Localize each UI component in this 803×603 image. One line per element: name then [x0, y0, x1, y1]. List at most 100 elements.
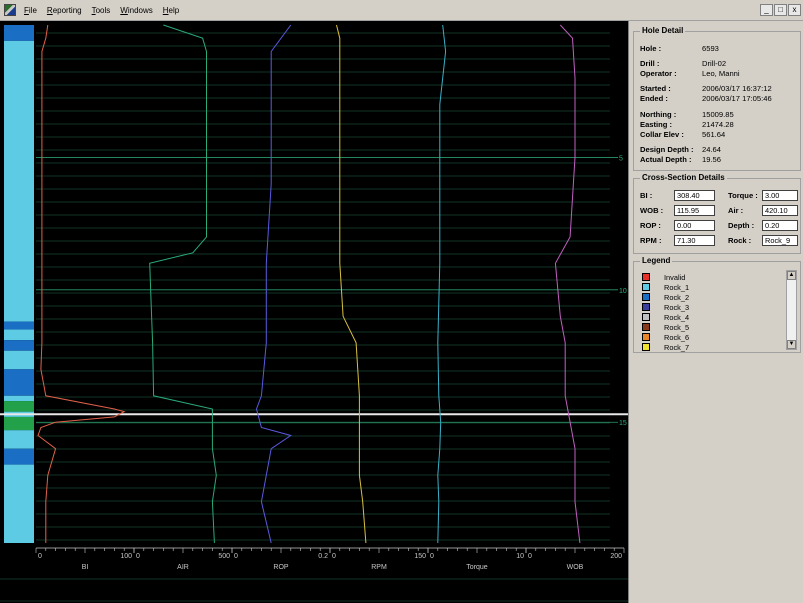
- bi-label: BI :: [640, 191, 653, 200]
- axis-min-label: 0: [528, 553, 532, 560]
- legend-swatch: [642, 303, 650, 311]
- track-curve-rop: [255, 24, 292, 544]
- axis-title: AIR: [177, 564, 189, 571]
- design-depth-value: 24.64: [702, 145, 722, 154]
- hole-detail-group: Hole Detail Hole : 6593 Drill : Drill-02 O…: [633, 26, 801, 171]
- rock-label: Rock :: [728, 236, 752, 245]
- depth-label: Depth :: [728, 221, 755, 230]
- legend-scrollbar[interactable]: ▲ ▼: [786, 270, 797, 350]
- actual-depth-label: Actual Depth :: [640, 155, 692, 164]
- legend-item[interactable]: Rock_5: [642, 322, 792, 332]
- axis-max-label: 100: [120, 553, 132, 560]
- minimize-button[interactable]: _: [760, 4, 773, 16]
- axis-min-label: 0: [234, 553, 238, 560]
- cross-section-title: Cross-Section Details: [640, 173, 727, 182]
- rpm-label: RPM :: [640, 236, 662, 245]
- rock-segment: [4, 416, 34, 431]
- easting-value: 21474.28: [702, 120, 734, 129]
- axis-min-label: 0: [332, 553, 336, 560]
- design-depth-label: Design Depth :: [640, 145, 694, 154]
- hole-label: Hole :: [640, 44, 662, 53]
- rpm-field[interactable]: 71.30: [674, 235, 715, 246]
- legend-label: Rock_1: [664, 282, 690, 292]
- torque-field[interactable]: 3.00: [762, 190, 798, 201]
- ended-value: 2006/03/17 17:05:46: [702, 94, 772, 103]
- legend-item[interactable]: Rock_2: [642, 292, 792, 302]
- collar-elev-label: Collar Elev :: [640, 130, 684, 139]
- wob-field[interactable]: 115.95: [674, 205, 715, 216]
- scroll-up-icon[interactable]: ▲: [787, 271, 796, 280]
- rock-segment: [4, 464, 34, 543]
- axis-min-label: 0: [136, 553, 140, 560]
- menu-tools[interactable]: Tools: [91, 5, 111, 15]
- restore-button[interactable]: □: [774, 4, 787, 16]
- legend-label: Rock_7: [664, 342, 690, 352]
- started-value: 2006/03/17 16:37:12: [702, 84, 772, 93]
- track-curve-wob: [554, 24, 581, 544]
- axis-title: RPM: [371, 564, 387, 571]
- legend-item[interactable]: Rock_1: [642, 282, 792, 292]
- legend-item[interactable]: Rock_6: [642, 332, 792, 342]
- legend-swatch: [642, 313, 650, 321]
- menu-help[interactable]: Help: [162, 5, 180, 15]
- legend-swatch: [642, 323, 650, 331]
- legend-swatch: [642, 283, 650, 291]
- drill-label: Drill :: [640, 59, 660, 68]
- rop-field[interactable]: 0.00: [674, 220, 715, 231]
- drill-value: Drill-02: [702, 59, 727, 68]
- detail-panel: Hole Detail Hole : 6593 Drill : Drill-02 O…: [628, 21, 803, 603]
- axis-max-label: 0.2: [318, 553, 328, 560]
- track-curve-rpm: [336, 24, 367, 544]
- easting-label: Easting :: [640, 120, 673, 129]
- operator-label: Operator :: [640, 69, 677, 78]
- track-curve-air: [149, 24, 217, 544]
- rock-segment: [4, 448, 34, 465]
- axis-title: BI: [82, 564, 89, 571]
- rock-field[interactable]: Rock_9: [762, 235, 798, 246]
- legend-label: Rock_5: [664, 322, 690, 332]
- rock-segment: [4, 350, 34, 370]
- rock-segment: [4, 25, 34, 41]
- legend-label: Invalid: [664, 272, 686, 282]
- rock-segment: [4, 430, 34, 449]
- legend-swatch: [642, 273, 650, 281]
- menu-reporting[interactable]: Reporting: [46, 5, 82, 15]
- rock-segment: [4, 40, 34, 322]
- legend-item[interactable]: Rock_7: [642, 342, 792, 352]
- close-button[interactable]: x: [788, 4, 801, 16]
- legend-list[interactable]: Invalid Rock_1 Rock_2 Rock_3 Rock_4 Rock_5 Roc…: [642, 272, 792, 352]
- legend-swatch: [642, 343, 650, 351]
- legend-swatch: [642, 333, 650, 341]
- bi-field[interactable]: 308.40: [674, 190, 715, 201]
- legend-label: Rock_4: [664, 312, 690, 322]
- rock-segment: [4, 329, 34, 341]
- legend-item[interactable]: Invalid: [642, 272, 792, 282]
- depth-marker-label: 15: [619, 420, 627, 427]
- air-label: Air :: [728, 206, 744, 215]
- legend-item[interactable]: Rock_4: [642, 312, 792, 322]
- collar-elev-value: 561.64: [702, 130, 726, 139]
- hole-detail-title: Hole Detail: [640, 26, 686, 35]
- depth-field[interactable]: 0.20: [762, 220, 798, 231]
- drill-log-plot[interactable]: 5 10 15 0 100 BI 0 500 AIR 0 0.2 ROP 0 150 RPM 0 10 Torqu…: [0, 21, 628, 603]
- legend-label: Rock_2: [664, 292, 690, 302]
- rop-label: ROP :: [640, 221, 661, 230]
- hole-value: 6593: [702, 44, 719, 53]
- cross-section-group: Cross-Section Details BI : 308.40 Torque…: [633, 173, 801, 254]
- rock-segment: [4, 401, 34, 412]
- track-curve-bi: [37, 24, 126, 543]
- legend-label: Rock_6: [664, 332, 690, 342]
- axis-min-label: 0: [38, 553, 42, 560]
- window-controls: _ □ x: [759, 4, 801, 16]
- air-field[interactable]: 420.10: [762, 205, 798, 216]
- scroll-down-icon[interactable]: ▼: [787, 340, 796, 349]
- axis-max-label: 500: [218, 553, 230, 560]
- menu-file[interactable]: File: [24, 5, 37, 15]
- rock-segment: [4, 321, 34, 330]
- northing-value: 15009.85: [702, 110, 734, 119]
- legend-item[interactable]: Rock_3: [642, 302, 792, 312]
- legend-title: Legend: [640, 256, 673, 265]
- axis-max-label: 200: [610, 553, 622, 560]
- menu-windows[interactable]: Windows: [120, 5, 153, 15]
